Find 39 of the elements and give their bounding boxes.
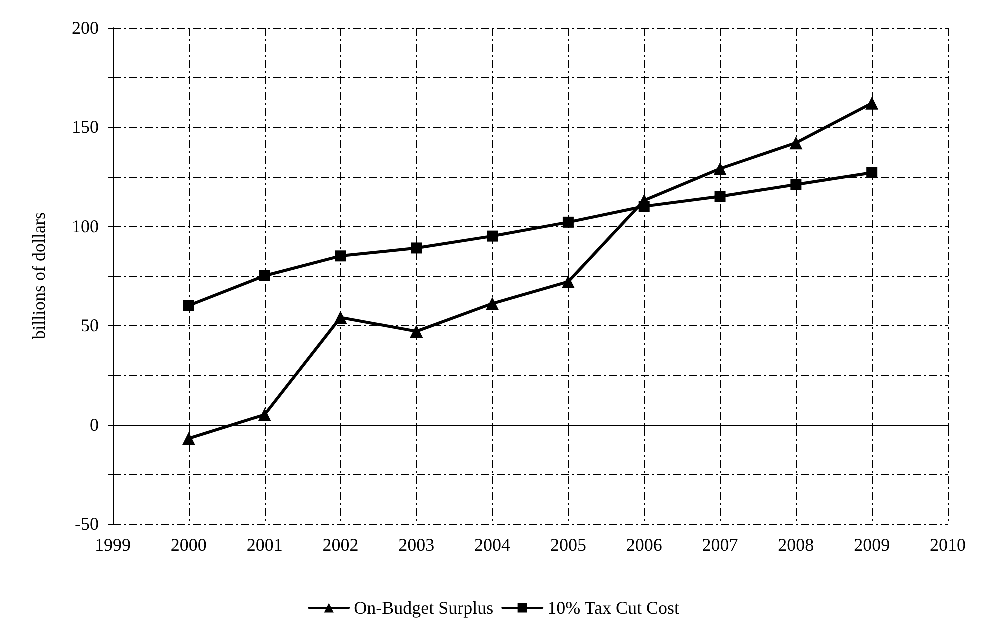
x-tick-label: 2008	[778, 535, 814, 555]
y-tick-label: 50	[81, 316, 99, 336]
point	[258, 408, 272, 422]
point	[866, 167, 878, 178]
point	[790, 179, 802, 190]
point	[866, 96, 879, 110]
point	[714, 162, 727, 176]
x-tick-label: 2002	[322, 535, 359, 555]
x-tick-label: 2003	[398, 535, 435, 555]
x-tick-label: 2005	[550, 535, 586, 555]
x-tick-label: 2010	[930, 535, 966, 555]
x-tick-label: 1999	[95, 535, 131, 555]
legend-label: 10% Tax Cut Cost	[548, 598, 680, 618]
point	[562, 216, 574, 228]
point	[335, 250, 346, 262]
x-tick-label: 2001	[246, 535, 283, 555]
x-tick-label: 2004	[474, 535, 511, 555]
point	[259, 270, 270, 282]
y-tick-label: -50	[75, 514, 99, 534]
point	[334, 311, 348, 324]
x-tick-label: 2000	[170, 535, 207, 555]
point	[182, 432, 196, 446]
y-tick-label: 100	[72, 216, 99, 236]
y-tick-label: 0	[90, 414, 99, 435]
y-tick-label: 150	[72, 117, 99, 138]
x-tick-label: 2009	[854, 535, 890, 555]
point	[183, 300, 194, 312]
point	[487, 230, 498, 242]
point	[410, 325, 424, 338]
y-axis-title: billions of dollars	[29, 212, 49, 340]
x-tick-label: 2006	[626, 535, 662, 555]
legend-label: On-Budget Surplus	[354, 598, 494, 618]
point	[790, 136, 803, 150]
point	[714, 191, 726, 202]
point	[486, 297, 500, 310]
x-tick-label: 2007	[702, 535, 738, 555]
point	[562, 275, 575, 288]
point	[411, 242, 422, 254]
y-tick-label: 200	[72, 18, 99, 38]
